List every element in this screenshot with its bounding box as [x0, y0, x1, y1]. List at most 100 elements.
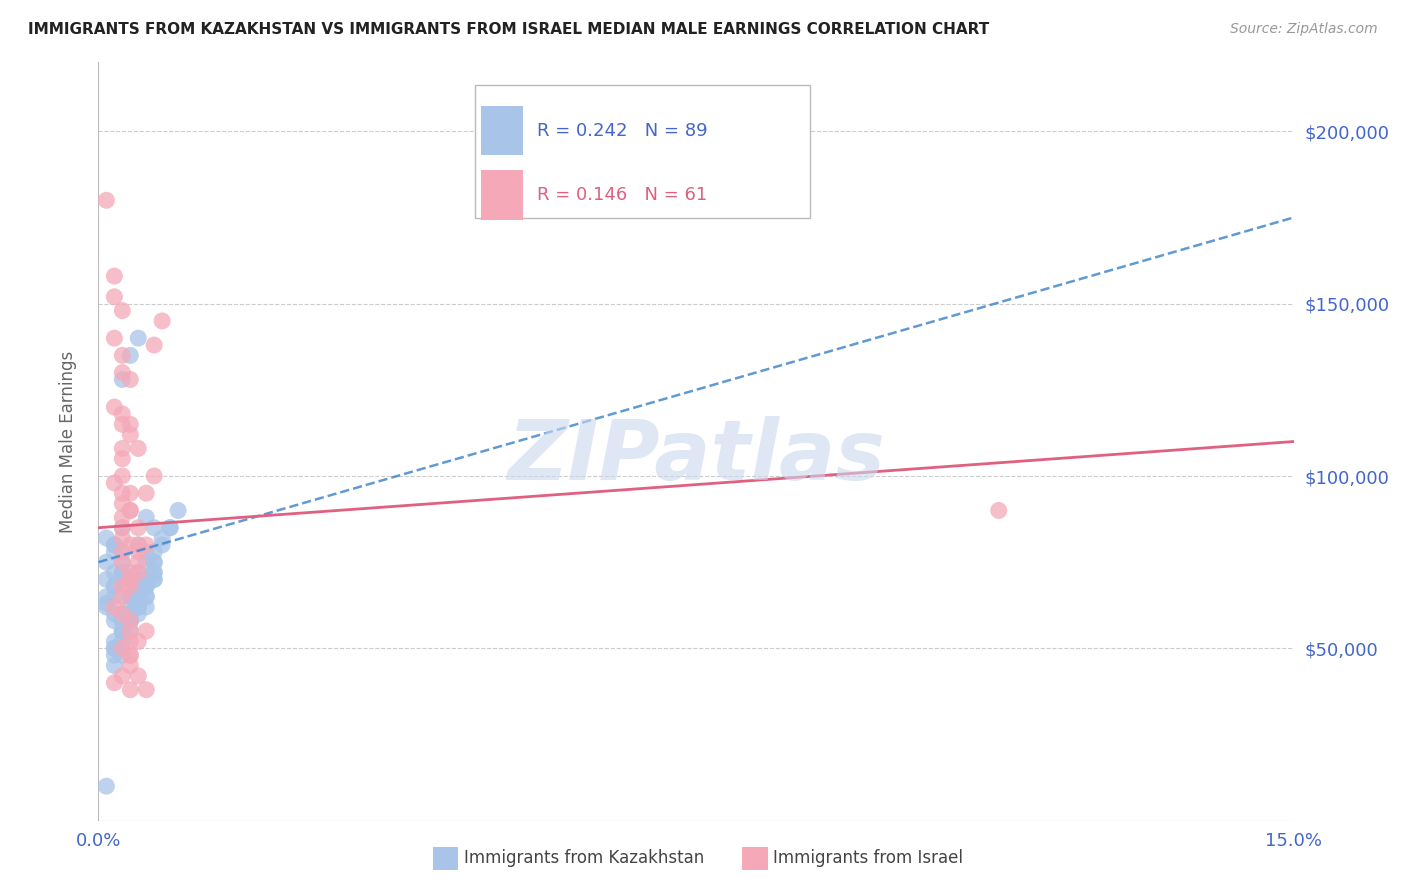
Text: Immigrants from Israel: Immigrants from Israel — [773, 849, 963, 867]
Point — [103, 648, 125, 663]
Y-axis label: Median Male Earnings: Median Male Earnings — [59, 351, 77, 533]
Point — [111, 614, 134, 628]
Point — [120, 658, 142, 673]
Point — [111, 634, 134, 648]
Point — [127, 538, 149, 552]
Point — [120, 486, 142, 500]
Point — [127, 634, 149, 648]
Point — [103, 566, 125, 580]
Point — [120, 634, 142, 648]
Point — [111, 624, 134, 639]
Point — [103, 607, 125, 621]
Point — [143, 521, 166, 535]
Point — [120, 573, 142, 587]
Point — [111, 417, 134, 432]
Point — [111, 555, 134, 569]
Point — [150, 531, 173, 545]
Point — [135, 579, 157, 593]
Point — [127, 599, 149, 614]
Point — [135, 573, 157, 587]
Point — [120, 648, 142, 663]
Point — [103, 538, 125, 552]
Point — [103, 599, 125, 614]
Point — [111, 497, 134, 511]
Point — [111, 442, 134, 456]
Point — [127, 579, 149, 593]
Point — [135, 599, 157, 614]
Point — [111, 469, 134, 483]
Point — [120, 503, 142, 517]
Point — [111, 486, 134, 500]
Point — [103, 290, 125, 304]
Point — [120, 566, 142, 580]
Point — [150, 314, 173, 328]
Point — [111, 566, 134, 580]
Point — [135, 579, 157, 593]
Point — [111, 531, 134, 545]
Point — [120, 573, 142, 587]
Point — [111, 573, 134, 587]
Point — [120, 614, 142, 628]
Point — [120, 579, 142, 593]
Point — [127, 555, 149, 569]
Point — [143, 469, 166, 483]
Point — [111, 648, 134, 663]
Point — [111, 566, 134, 580]
Point — [127, 573, 149, 587]
Point — [111, 545, 134, 559]
Point — [103, 400, 125, 414]
Point — [96, 531, 118, 545]
Point — [120, 597, 142, 611]
Point — [135, 590, 157, 604]
Point — [103, 590, 125, 604]
Point — [127, 579, 149, 593]
Point — [143, 555, 166, 569]
Point — [143, 555, 166, 569]
Point — [120, 624, 142, 639]
Point — [111, 407, 134, 421]
Point — [111, 545, 134, 559]
Point — [111, 590, 134, 604]
Point — [127, 521, 149, 535]
Point — [103, 331, 125, 345]
Point — [120, 590, 142, 604]
Point — [111, 555, 134, 569]
Point — [127, 579, 149, 593]
Point — [127, 607, 149, 621]
Point — [127, 590, 149, 604]
Point — [111, 451, 134, 466]
Point — [120, 417, 142, 432]
Text: Source: ZipAtlas.com: Source: ZipAtlas.com — [1230, 22, 1378, 37]
Point — [135, 590, 157, 604]
Point — [127, 566, 149, 580]
Point — [111, 624, 134, 639]
Point — [111, 366, 134, 380]
Point — [120, 348, 142, 362]
Point — [96, 599, 118, 614]
Point — [143, 573, 166, 587]
Point — [120, 607, 142, 621]
Point — [103, 545, 125, 559]
Point — [167, 503, 190, 517]
FancyBboxPatch shape — [475, 85, 810, 218]
Point — [120, 682, 142, 697]
Point — [111, 607, 134, 621]
Point — [135, 624, 157, 639]
Point — [127, 599, 149, 614]
Point — [111, 624, 134, 639]
Text: IMMIGRANTS FROM KAZAKHSTAN VS IMMIGRANTS FROM ISRAEL MEDIAN MALE EARNINGS CORREL: IMMIGRANTS FROM KAZAKHSTAN VS IMMIGRANTS… — [28, 22, 990, 37]
Point — [159, 521, 181, 535]
Bar — [481, 106, 523, 155]
Point — [96, 779, 118, 793]
Point — [120, 538, 142, 552]
Point — [103, 641, 125, 656]
Point — [143, 566, 166, 580]
Point — [120, 648, 142, 663]
Point — [111, 641, 134, 656]
Text: R = 0.242   N = 89: R = 0.242 N = 89 — [537, 121, 707, 140]
Point — [143, 338, 166, 352]
Point — [103, 475, 125, 490]
Point — [127, 331, 149, 345]
Point — [120, 614, 142, 628]
Point — [120, 590, 142, 604]
